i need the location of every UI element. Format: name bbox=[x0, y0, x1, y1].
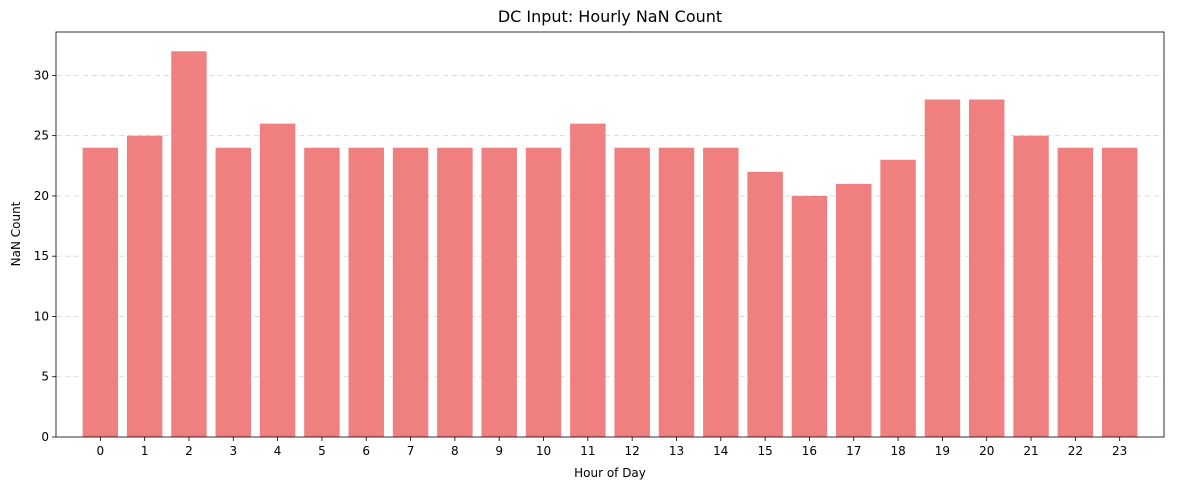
y-axis-label: NaN Count bbox=[9, 201, 23, 266]
x-tick-label: 21 bbox=[1023, 444, 1038, 458]
x-tick-label: 19 bbox=[935, 444, 950, 458]
bar bbox=[791, 195, 828, 437]
x-tick-label: 4 bbox=[274, 444, 282, 458]
x-tick-label: 23 bbox=[1112, 444, 1127, 458]
bar bbox=[392, 147, 429, 437]
bar bbox=[82, 147, 119, 437]
bar bbox=[1101, 147, 1138, 437]
y-tick-label: 25 bbox=[34, 129, 49, 143]
bar bbox=[171, 51, 207, 438]
x-tick-label: 9 bbox=[495, 444, 503, 458]
x-tick-label: 14 bbox=[713, 444, 728, 458]
bar bbox=[658, 147, 695, 437]
x-tick-label: 11 bbox=[580, 444, 595, 458]
bar bbox=[968, 99, 1005, 437]
x-axis-label: Hour of Day bbox=[574, 466, 646, 480]
x-tick-label: 3 bbox=[229, 444, 237, 458]
y-tick-label: 15 bbox=[34, 249, 49, 263]
x-tick-label: 0 bbox=[96, 444, 104, 458]
bar bbox=[525, 147, 562, 437]
y-tick-label: 10 bbox=[34, 309, 49, 323]
bar bbox=[614, 147, 650, 437]
x-axis-ticks: 0 1 2 3 4 5 6 7 8 9 10 11 12 13 14 15 16 17 18 19 20 21 22 23 bbox=[96, 437, 1127, 458]
x-tick-label: 8 bbox=[451, 444, 459, 458]
y-tick-label: 30 bbox=[34, 68, 49, 82]
x-tick-label: 13 bbox=[669, 444, 684, 458]
bar bbox=[570, 123, 606, 437]
y-tick-label: 0 bbox=[41, 430, 49, 444]
plot-area-frame bbox=[55, 31, 1165, 438]
bar bbox=[1057, 147, 1094, 437]
x-tick-label: 15 bbox=[757, 444, 772, 458]
x-tick-label: 6 bbox=[362, 444, 370, 458]
x-tick-label: 17 bbox=[846, 444, 861, 458]
bar bbox=[880, 159, 916, 437]
bar bbox=[703, 147, 739, 437]
bar bbox=[348, 147, 384, 437]
bars bbox=[82, 51, 1138, 438]
x-tick-label: 16 bbox=[802, 444, 817, 458]
bar bbox=[1013, 135, 1049, 438]
y-tick-label: 5 bbox=[41, 370, 49, 384]
x-tick-label: 1 bbox=[141, 444, 149, 458]
bar bbox=[836, 183, 872, 437]
x-tick-label: 7 bbox=[407, 444, 415, 458]
bar bbox=[259, 123, 296, 437]
x-tick-label: 5 bbox=[318, 444, 326, 458]
bar bbox=[215, 147, 252, 437]
bar bbox=[126, 135, 163, 438]
bar bbox=[304, 147, 340, 437]
x-tick-label: 2 bbox=[185, 444, 193, 458]
y-tick-label: 20 bbox=[34, 189, 49, 203]
x-tick-label: 20 bbox=[979, 444, 994, 458]
bar bbox=[747, 171, 783, 438]
bar bbox=[924, 99, 961, 437]
bar bbox=[481, 147, 517, 437]
chart-title: DC Input: Hourly NaN Count bbox=[498, 7, 722, 26]
x-tick-label: 10 bbox=[536, 444, 551, 458]
y-axis-ticks: 0 5 10 15 20 25 30 bbox=[34, 68, 56, 444]
x-tick-label: 22 bbox=[1068, 444, 1083, 458]
bar bbox=[437, 147, 473, 437]
x-tick-label: 18 bbox=[890, 444, 905, 458]
x-tick-label: 12 bbox=[625, 444, 640, 458]
